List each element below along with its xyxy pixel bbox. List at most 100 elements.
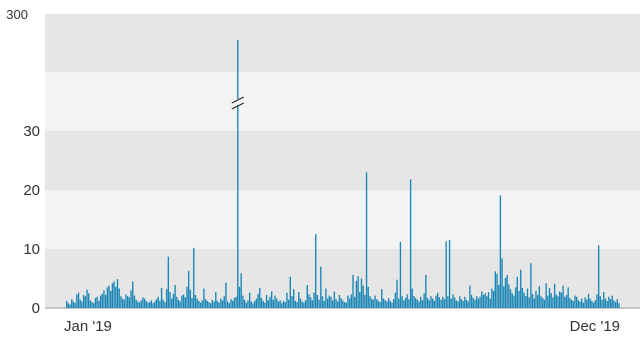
bar: [465, 299, 468, 308]
bar: [106, 287, 109, 308]
bar: [477, 298, 480, 308]
bar: [542, 297, 544, 308]
bar: [96, 296, 98, 308]
bar: [77, 292, 80, 308]
bar: [99, 295, 102, 308]
bar: [325, 288, 327, 308]
bar: [453, 297, 456, 308]
bar: [254, 300, 256, 308]
bar: [608, 296, 610, 308]
bar: [445, 241, 447, 308]
bar: [613, 300, 615, 308]
bar: [406, 294, 408, 308]
bar: [570, 299, 573, 308]
bar: [286, 292, 288, 308]
bar: [184, 297, 186, 308]
bar: [403, 300, 405, 308]
bar: [599, 296, 602, 308]
bar: [316, 295, 319, 308]
bar: [98, 300, 100, 308]
bar: [104, 295, 107, 308]
bar: [448, 240, 451, 308]
bar: [399, 241, 402, 308]
bar: [347, 295, 349, 308]
bar: [467, 301, 469, 308]
bar: [420, 296, 422, 308]
bar: [396, 279, 398, 308]
bar: [260, 297, 263, 308]
bar: [355, 280, 358, 308]
bar: [535, 290, 537, 308]
bar: [555, 294, 557, 308]
bar: [252, 303, 254, 308]
bar: [196, 298, 198, 308]
bar: [374, 295, 376, 308]
bar: [137, 301, 139, 308]
bar: [409, 179, 412, 308]
bar: [484, 293, 486, 308]
bar: [289, 276, 291, 308]
bar: [269, 296, 271, 308]
bar: [279, 300, 281, 308]
break-gap: [231, 99, 244, 105]
bar: [309, 297, 312, 308]
bar: [354, 296, 356, 308]
bar: [333, 291, 336, 308]
bar: [460, 299, 463, 308]
bar: [218, 302, 220, 308]
bar: [394, 292, 397, 308]
bar: [475, 296, 478, 308]
bar: [348, 298, 351, 308]
bar: [504, 277, 507, 308]
bar: [116, 279, 119, 308]
bar: [560, 292, 563, 308]
bar: [404, 297, 407, 308]
bar: [596, 294, 598, 308]
bar: [557, 296, 559, 308]
y-tick-300: 300: [6, 7, 28, 22]
bar: [308, 294, 310, 308]
bar: [345, 302, 347, 308]
bar: [321, 296, 324, 308]
bar: [526, 288, 529, 308]
bar: [586, 299, 588, 308]
bar: [126, 296, 129, 308]
break-mark: [231, 102, 245, 110]
bar: [304, 300, 307, 308]
bar: [435, 295, 437, 308]
bar: [323, 300, 325, 308]
bar: [331, 300, 334, 308]
bar: [494, 271, 496, 308]
bar: [82, 295, 85, 308]
bar: [149, 302, 151, 308]
bar: [118, 288, 120, 308]
bar: [352, 274, 354, 308]
bar: [198, 300, 200, 308]
bar: [604, 298, 607, 308]
x-tick-end: Dec '19: [570, 318, 620, 335]
bar: [338, 295, 341, 308]
bar: [589, 298, 591, 308]
bar: [491, 288, 493, 308]
bar: [76, 294, 78, 308]
break-mark: [231, 96, 245, 104]
bar: [201, 300, 203, 308]
bar: [169, 292, 171, 308]
bar: [481, 291, 483, 308]
bar: [597, 245, 600, 308]
bar: [243, 299, 246, 308]
bar: [609, 299, 612, 308]
band-20-30: [45, 131, 640, 190]
bar: [533, 298, 535, 308]
bar: [320, 266, 322, 308]
bar: [215, 292, 217, 308]
bar: [459, 296, 461, 308]
bar: [255, 298, 258, 308]
bar: [216, 300, 219, 308]
bar: [74, 302, 76, 308]
bar: [511, 293, 513, 308]
bar: [492, 290, 495, 308]
bar: [584, 297, 586, 308]
